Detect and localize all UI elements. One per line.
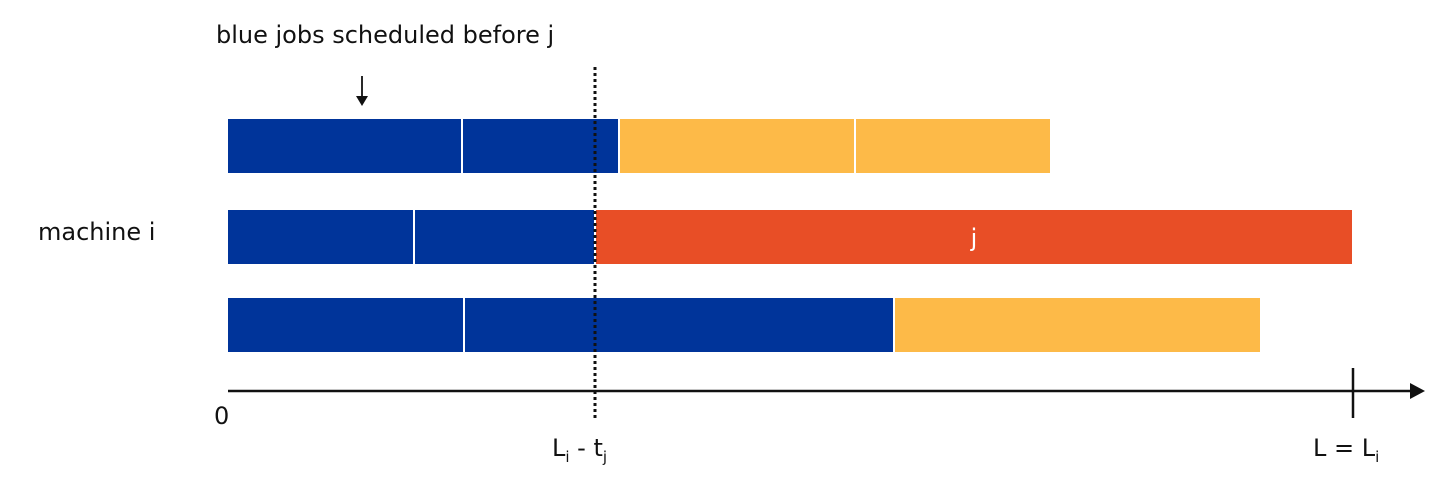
- blue-job-block: [228, 210, 413, 264]
- blue-job-block: [415, 210, 594, 264]
- down-arrow-icon: [356, 76, 368, 106]
- blue-job-block: [463, 119, 618, 173]
- blue-job-block: [228, 298, 463, 352]
- job-j-label: j: [970, 224, 978, 252]
- mid-label-t-sub: j: [602, 448, 607, 466]
- blue-job-block: [465, 298, 893, 352]
- job-row-2: j: [228, 210, 1352, 264]
- end-label-sub: i: [1375, 448, 1379, 466]
- end-label-main: L = L: [1313, 434, 1376, 462]
- end-label: L = Li: [1313, 434, 1379, 466]
- yellow-job-block: [620, 119, 854, 173]
- blue-job-block: [228, 119, 461, 173]
- mid-label-L: L: [552, 434, 566, 462]
- mid-label-L-sub: i: [565, 448, 569, 466]
- annotation-label: blue jobs scheduled before j: [216, 21, 554, 49]
- mid-label: Li - tj: [552, 434, 607, 466]
- job-row-1: [228, 119, 1050, 173]
- origin-label: 0: [214, 402, 229, 430]
- axis-arrow-icon: [1410, 383, 1425, 399]
- yellow-job-block: [856, 119, 1050, 173]
- job-row-3: [228, 298, 1260, 352]
- yellow-job-block: [895, 298, 1260, 352]
- machine-label: machine i: [38, 218, 155, 246]
- job-rows: j: [228, 119, 1352, 352]
- orange-job-block: [596, 210, 1352, 264]
- mid-label-minus-t: - t: [570, 434, 603, 462]
- time-axis: [228, 368, 1425, 418]
